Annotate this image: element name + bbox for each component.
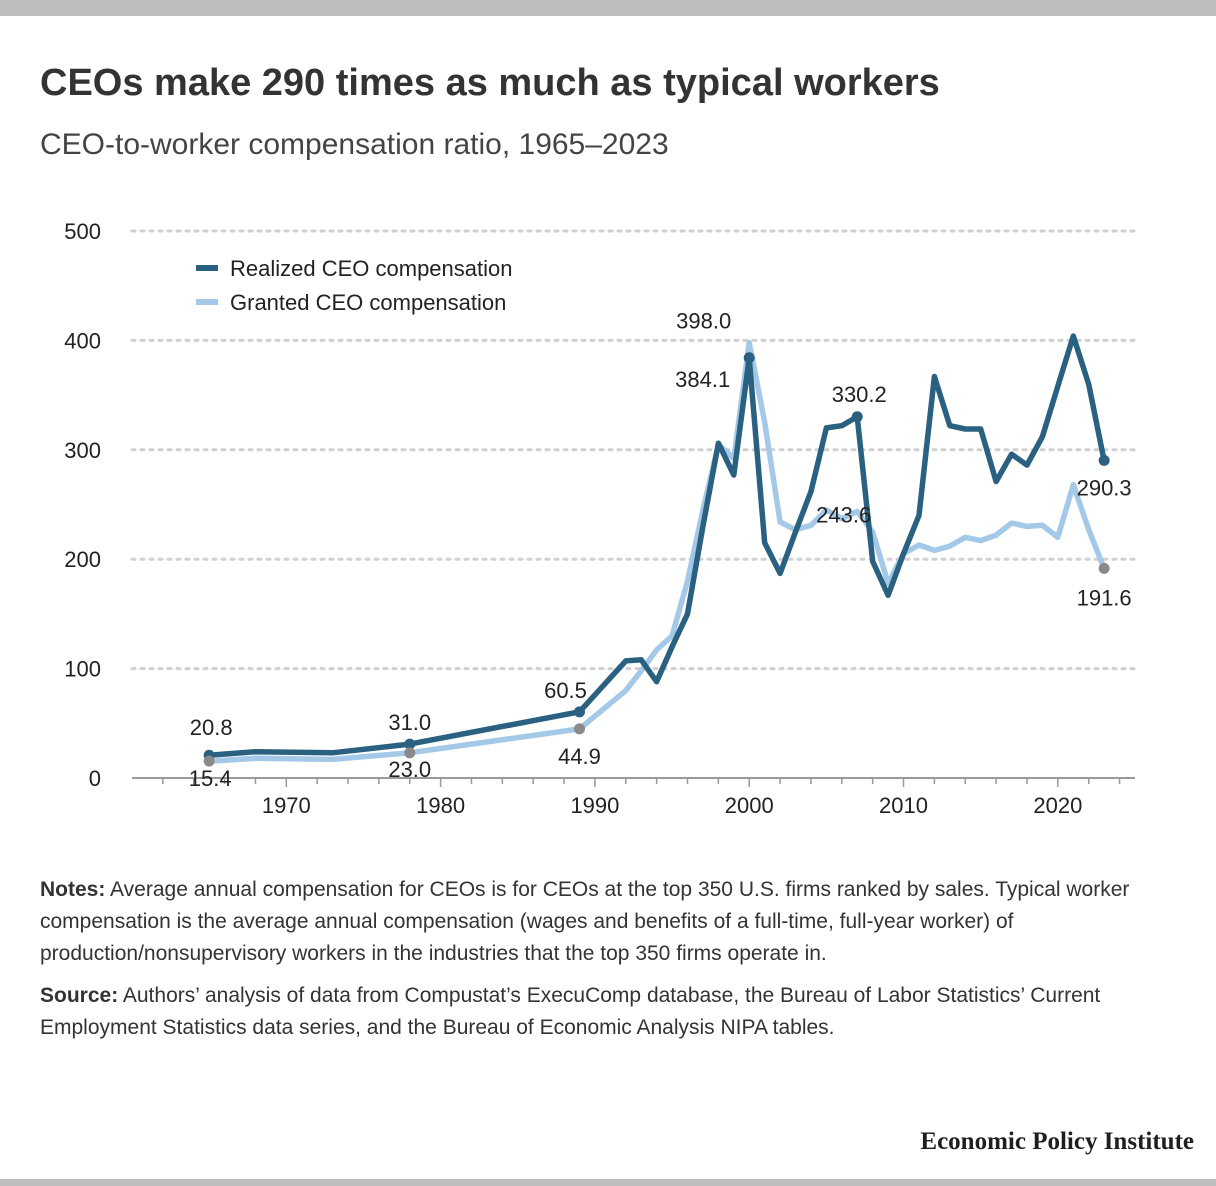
chart-subtitle: CEO-to-worker compensation ratio, 1965–2… — [40, 128, 669, 161]
realized-data-point — [404, 738, 416, 750]
y-tick-label: 100 — [64, 657, 101, 682]
x-tick-label: 2010 — [879, 793, 928, 818]
source-text: Authors’ analysis of data from Compustat… — [40, 984, 1101, 1039]
realized-data-point — [1098, 454, 1110, 466]
data-label: 23.0 — [388, 757, 431, 782]
data-label: 290.3 — [1077, 475, 1132, 500]
chart-title: CEOs make 290 times as much as typical w… — [40, 62, 940, 104]
data-label: 384.1 — [675, 367, 730, 392]
realized-series-line — [206, 333, 1107, 758]
source-paragraph: Source: Authors’ analysis of data from C… — [40, 980, 1180, 1044]
x-tick-label: 2000 — [725, 793, 774, 818]
x-tick-label: 2020 — [1033, 793, 1082, 818]
y-tick-label: 400 — [64, 328, 101, 353]
realized-data-point — [851, 411, 863, 423]
legend-label: Realized CEO compensation — [230, 256, 512, 281]
granted-data-point — [404, 747, 416, 759]
y-tick-label: 0 — [89, 766, 101, 791]
publisher-logo: Economic Policy Institute — [920, 1128, 1194, 1155]
data-label: 20.8 — [190, 715, 233, 740]
x-tick-label: 1980 — [416, 793, 465, 818]
legend-label: Granted CEO compensation — [230, 290, 506, 315]
data-label: 44.9 — [558, 744, 601, 769]
data-label: 191.6 — [1077, 585, 1132, 610]
granted-data-point — [573, 723, 585, 735]
chart-area: 0 100 200 300 400 500 1970 1980 1990 2000 2010 2020… — [64, 219, 1137, 818]
x-tick-label: 1990 — [570, 793, 619, 818]
x-tick-label: 1970 — [262, 793, 311, 818]
data-label: 31.0 — [388, 710, 431, 735]
realized-data-point — [743, 352, 755, 364]
notes-section: Notes: Average annual compensation for C… — [40, 874, 1180, 1054]
data-label: 243.6 — [816, 503, 871, 528]
data-label: 60.5 — [544, 678, 587, 703]
realized-data-point — [573, 706, 585, 718]
notes-text: Average annual compensation for CEOs is … — [40, 878, 1130, 965]
source-label: Source: — [40, 984, 119, 1007]
y-tick-label: 200 — [64, 547, 101, 572]
data-label: 330.2 — [832, 382, 887, 407]
top-border-bar — [0, 0, 1216, 16]
data-label: 15.4 — [189, 766, 232, 791]
granted-data-point — [1098, 562, 1110, 574]
granted-series-line — [206, 339, 1107, 764]
y-tick-label: 300 — [64, 438, 101, 463]
y-tick-label: 500 — [64, 219, 101, 244]
notes-label: Notes: — [40, 878, 106, 901]
notes-paragraph: Notes: Average annual compensation for C… — [40, 874, 1180, 970]
data-label: 398.0 — [676, 309, 731, 334]
granted-data-point — [203, 755, 215, 767]
bottom-border-bar — [0, 1179, 1216, 1186]
